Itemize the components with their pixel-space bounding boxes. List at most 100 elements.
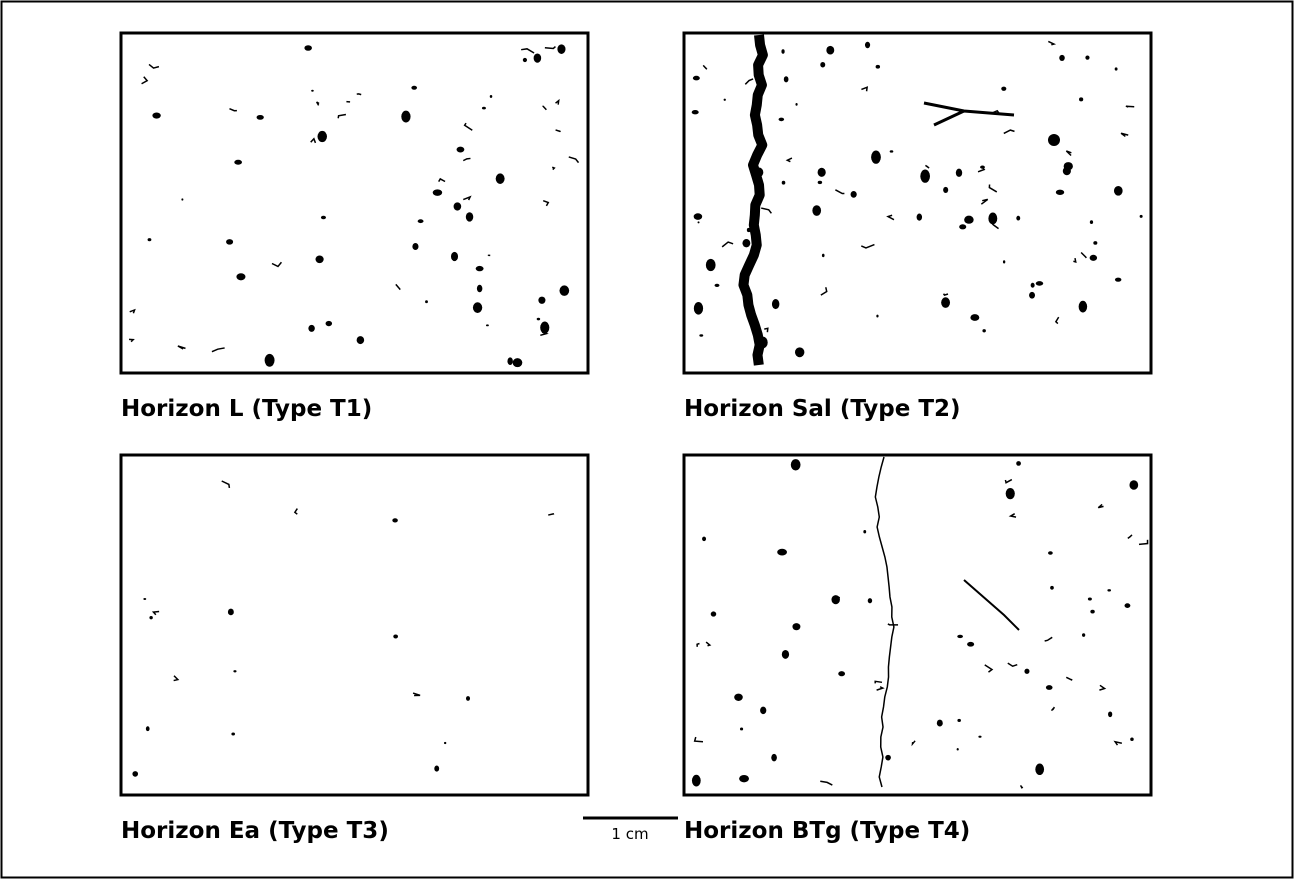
pore	[1114, 67, 1118, 71]
pore	[1080, 251, 1087, 259]
pore	[211, 347, 225, 353]
pore	[425, 300, 428, 304]
pore	[481, 106, 486, 110]
pore	[393, 634, 399, 639]
pore	[978, 735, 982, 738]
pore	[820, 61, 826, 68]
pore	[181, 198, 184, 201]
pore	[967, 641, 975, 647]
pore	[697, 221, 700, 224]
pore	[721, 241, 734, 248]
pore	[472, 302, 483, 313]
pore	[475, 265, 484, 272]
pore	[1127, 534, 1133, 539]
pore	[785, 157, 793, 163]
pore	[771, 753, 777, 762]
pore	[1125, 105, 1135, 108]
pore	[1120, 132, 1129, 138]
pore	[794, 347, 805, 358]
pore	[507, 357, 513, 365]
pore	[1008, 513, 1017, 518]
pore	[1045, 685, 1053, 690]
pore	[1048, 134, 1060, 146]
pore	[555, 98, 560, 105]
pore	[1087, 597, 1092, 601]
pore	[988, 184, 998, 193]
pore	[128, 338, 135, 343]
pore	[889, 150, 894, 153]
pore	[1054, 316, 1060, 325]
pore	[1093, 241, 1098, 245]
pore	[764, 327, 769, 333]
pore	[826, 45, 835, 55]
panel-label: Horizon Sal (Type T2)	[684, 396, 961, 422]
pore	[231, 732, 236, 736]
pore	[1005, 487, 1015, 500]
pore	[977, 166, 986, 173]
pore	[411, 85, 418, 90]
pore	[463, 122, 473, 131]
pore	[173, 675, 180, 682]
pore	[691, 110, 699, 115]
pore	[1114, 277, 1122, 282]
pore	[790, 459, 801, 471]
panels: Horizon L (Type T1) Horizon Sal (Type T2)…	[119, 31, 1153, 844]
pore	[141, 76, 149, 85]
pore	[920, 169, 930, 183]
pore	[551, 166, 556, 171]
pore	[817, 167, 826, 177]
image-frame	[119, 31, 590, 375]
pore	[1044, 636, 1053, 642]
pore	[1063, 162, 1073, 171]
pore	[320, 215, 327, 220]
pore	[1082, 633, 1086, 637]
pore	[536, 317, 541, 321]
pore	[1007, 662, 1018, 668]
pore	[1113, 185, 1123, 196]
pore	[1001, 86, 1007, 91]
pore	[308, 324, 315, 332]
pore	[924, 164, 930, 169]
pore	[417, 219, 424, 224]
pore	[559, 285, 570, 296]
panel-label: Horizon L (Type T1)	[121, 396, 372, 422]
pore	[1059, 54, 1065, 62]
pore	[886, 214, 895, 221]
pore	[837, 596, 840, 599]
pore	[316, 101, 320, 106]
pore	[1050, 585, 1054, 590]
pore	[835, 189, 845, 195]
pore	[817, 180, 823, 185]
pore	[557, 44, 566, 54]
pore	[705, 641, 712, 647]
pore	[1050, 706, 1056, 712]
pore	[991, 223, 999, 230]
pore	[831, 595, 840, 605]
pore	[311, 89, 314, 92]
pore	[956, 747, 959, 751]
pore	[568, 156, 580, 164]
pore	[1090, 609, 1095, 614]
pore	[761, 207, 772, 214]
pore	[226, 239, 234, 245]
pore	[356, 93, 362, 96]
panel: Horizon Ea (Type T3)	[119, 453, 590, 844]
pore	[1055, 189, 1065, 195]
pore	[476, 284, 483, 293]
pore	[456, 146, 465, 153]
pore	[465, 212, 474, 222]
pore	[1124, 603, 1131, 608]
pore	[1016, 215, 1021, 221]
pore	[555, 129, 561, 133]
crack	[874, 456, 895, 788]
pore	[412, 692, 421, 697]
pore	[860, 243, 875, 249]
pore	[702, 536, 707, 542]
pore	[781, 649, 790, 659]
pore	[453, 202, 462, 211]
pore	[489, 95, 493, 98]
pore	[871, 150, 881, 164]
pore	[887, 623, 899, 626]
pore	[916, 213, 923, 221]
